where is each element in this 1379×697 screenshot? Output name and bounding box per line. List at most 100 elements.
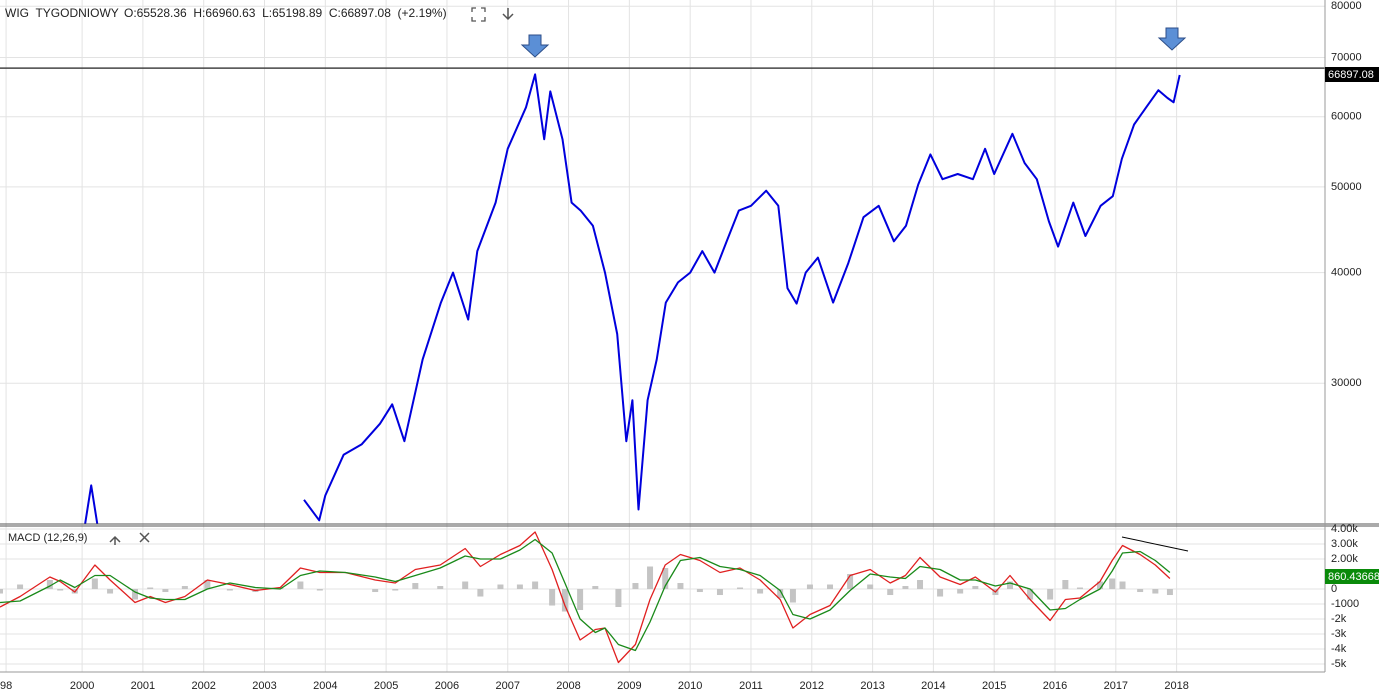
x-tick-label: 2010 <box>678 680 702 692</box>
grid-layer <box>0 0 1325 672</box>
histogram-bar <box>147 587 154 590</box>
close-icon[interactable] <box>139 532 150 543</box>
move-up-icon[interactable] <box>109 535 121 545</box>
histogram-bar <box>592 586 599 590</box>
menu-arrow-icon[interactable] <box>502 8 514 21</box>
y-tick-label: 0 <box>1331 583 1337 595</box>
x-tick-label: 2018 <box>1164 680 1188 692</box>
arrow-marker <box>1157 27 1187 51</box>
x-tick-label: 2014 <box>921 680 945 692</box>
histogram-bar <box>1047 589 1054 600</box>
histogram-bar <box>757 589 764 594</box>
histogram-bar <box>1076 587 1083 590</box>
histogram-bar <box>632 583 639 590</box>
x-tick-label: 2011 <box>739 680 763 692</box>
x-tick-label: 2013 <box>860 680 884 692</box>
y-tick-label: 2.00k <box>1331 553 1358 565</box>
histogram-bar <box>17 584 24 590</box>
y-tick-label: -5k <box>1331 658 1347 670</box>
histogram-bar <box>532 581 539 590</box>
price-tag-label: 66897.08 <box>1328 69 1374 81</box>
histogram-bar <box>615 589 622 608</box>
x-tick-label: 2016 <box>1043 680 1067 692</box>
plot-area <box>0 531 1173 664</box>
price-tag <box>1325 67 1379 82</box>
histogram-bar <box>716 589 723 596</box>
histogram-bar <box>902 586 909 590</box>
y-tick-label: -4k <box>1331 643 1347 655</box>
histogram-bar <box>777 589 784 599</box>
histogram-bar <box>297 581 304 590</box>
series-line <box>0 531 1171 664</box>
histogram-bar <box>392 589 399 591</box>
y-tick-label: -2k <box>1331 613 1347 625</box>
y-tick-label: 40000 <box>1331 267 1362 279</box>
histogram-bar <box>1062 580 1069 590</box>
y-tick-label: 70000 <box>1331 51 1362 63</box>
y-tick-label: 60000 <box>1331 111 1362 123</box>
histogram-bar <box>1007 581 1014 590</box>
y-tick-label: 30000 <box>1331 377 1362 389</box>
histogram-bar <box>462 581 469 590</box>
y-tick-label: 3.00k <box>1331 538 1358 550</box>
histogram-bar <box>937 589 944 597</box>
histogram-bar <box>972 586 979 590</box>
x-tick-label: 2007 <box>496 680 520 692</box>
x-tick-label: 2012 <box>800 680 824 692</box>
histogram-bar <box>647 566 654 590</box>
histogram-bar <box>131 589 138 600</box>
histogram-bar <box>867 584 874 590</box>
mark-layer <box>0 67 1325 664</box>
x-tick-label: 2005 <box>374 680 398 692</box>
histogram-bar <box>662 568 669 590</box>
histogram-bar <box>162 589 169 593</box>
x-tick-label: 2000 <box>70 680 94 692</box>
histogram-bar <box>827 584 834 590</box>
histogram-bar <box>46 580 53 590</box>
histogram-bar <box>91 578 98 590</box>
series-line <box>0 538 1171 652</box>
histogram-bar <box>316 589 323 591</box>
y-tick-label: 80000 <box>1331 0 1362 12</box>
chart-title: WIG TYGODNIOWY <box>5 6 119 20</box>
histogram-bar <box>1027 589 1034 600</box>
histogram-bar <box>577 589 584 611</box>
histogram-bar <box>677 583 684 590</box>
histogram-bar <box>181 586 188 590</box>
histogram-bar <box>696 589 703 593</box>
y-tick-label: 50000 <box>1331 181 1362 193</box>
arrow-marker <box>520 34 550 58</box>
histogram-bar <box>497 584 504 590</box>
histogram-bar <box>516 584 523 590</box>
histogram-bar <box>226 589 233 591</box>
x-tick-label: 2001 <box>131 680 155 692</box>
plot-area <box>0 67 1325 524</box>
histogram-bar <box>549 589 556 606</box>
macd-title: MACD (12,26,9) <box>8 532 87 544</box>
x-tick-label: 2002 <box>191 680 215 692</box>
histogram-bar <box>1137 589 1144 593</box>
histogram-bar <box>887 589 894 596</box>
histogram-bar <box>1152 589 1159 594</box>
histogram-bar <box>372 589 379 593</box>
histogram-bar <box>1119 581 1126 590</box>
fullscreen-icon[interactable] <box>471 7 486 22</box>
x-tick-label: 2004 <box>313 680 337 692</box>
x-tick-label: 2003 <box>252 680 276 692</box>
histogram-bar <box>477 589 484 597</box>
histogram-bar <box>57 589 64 591</box>
histogram-bar <box>1166 589 1173 596</box>
series-line <box>84 73 1181 524</box>
histogram-bar <box>737 587 744 590</box>
histogram-bar <box>1109 578 1116 590</box>
y-tick-label: 4.00k <box>1331 523 1358 535</box>
ohlc-info: O:65528.36 H:66960.63 L:65198.89 C:66897… <box>124 6 447 20</box>
x-tick-label: 2017 <box>1104 680 1128 692</box>
histogram-bar <box>107 589 114 594</box>
x-tick-label: 2015 <box>982 680 1006 692</box>
histogram-bar <box>917 580 924 590</box>
y-tick-label: -3k <box>1331 628 1347 640</box>
y-tick-label: -1000 <box>1331 598 1359 610</box>
x-tick-label: 98 <box>0 680 12 692</box>
